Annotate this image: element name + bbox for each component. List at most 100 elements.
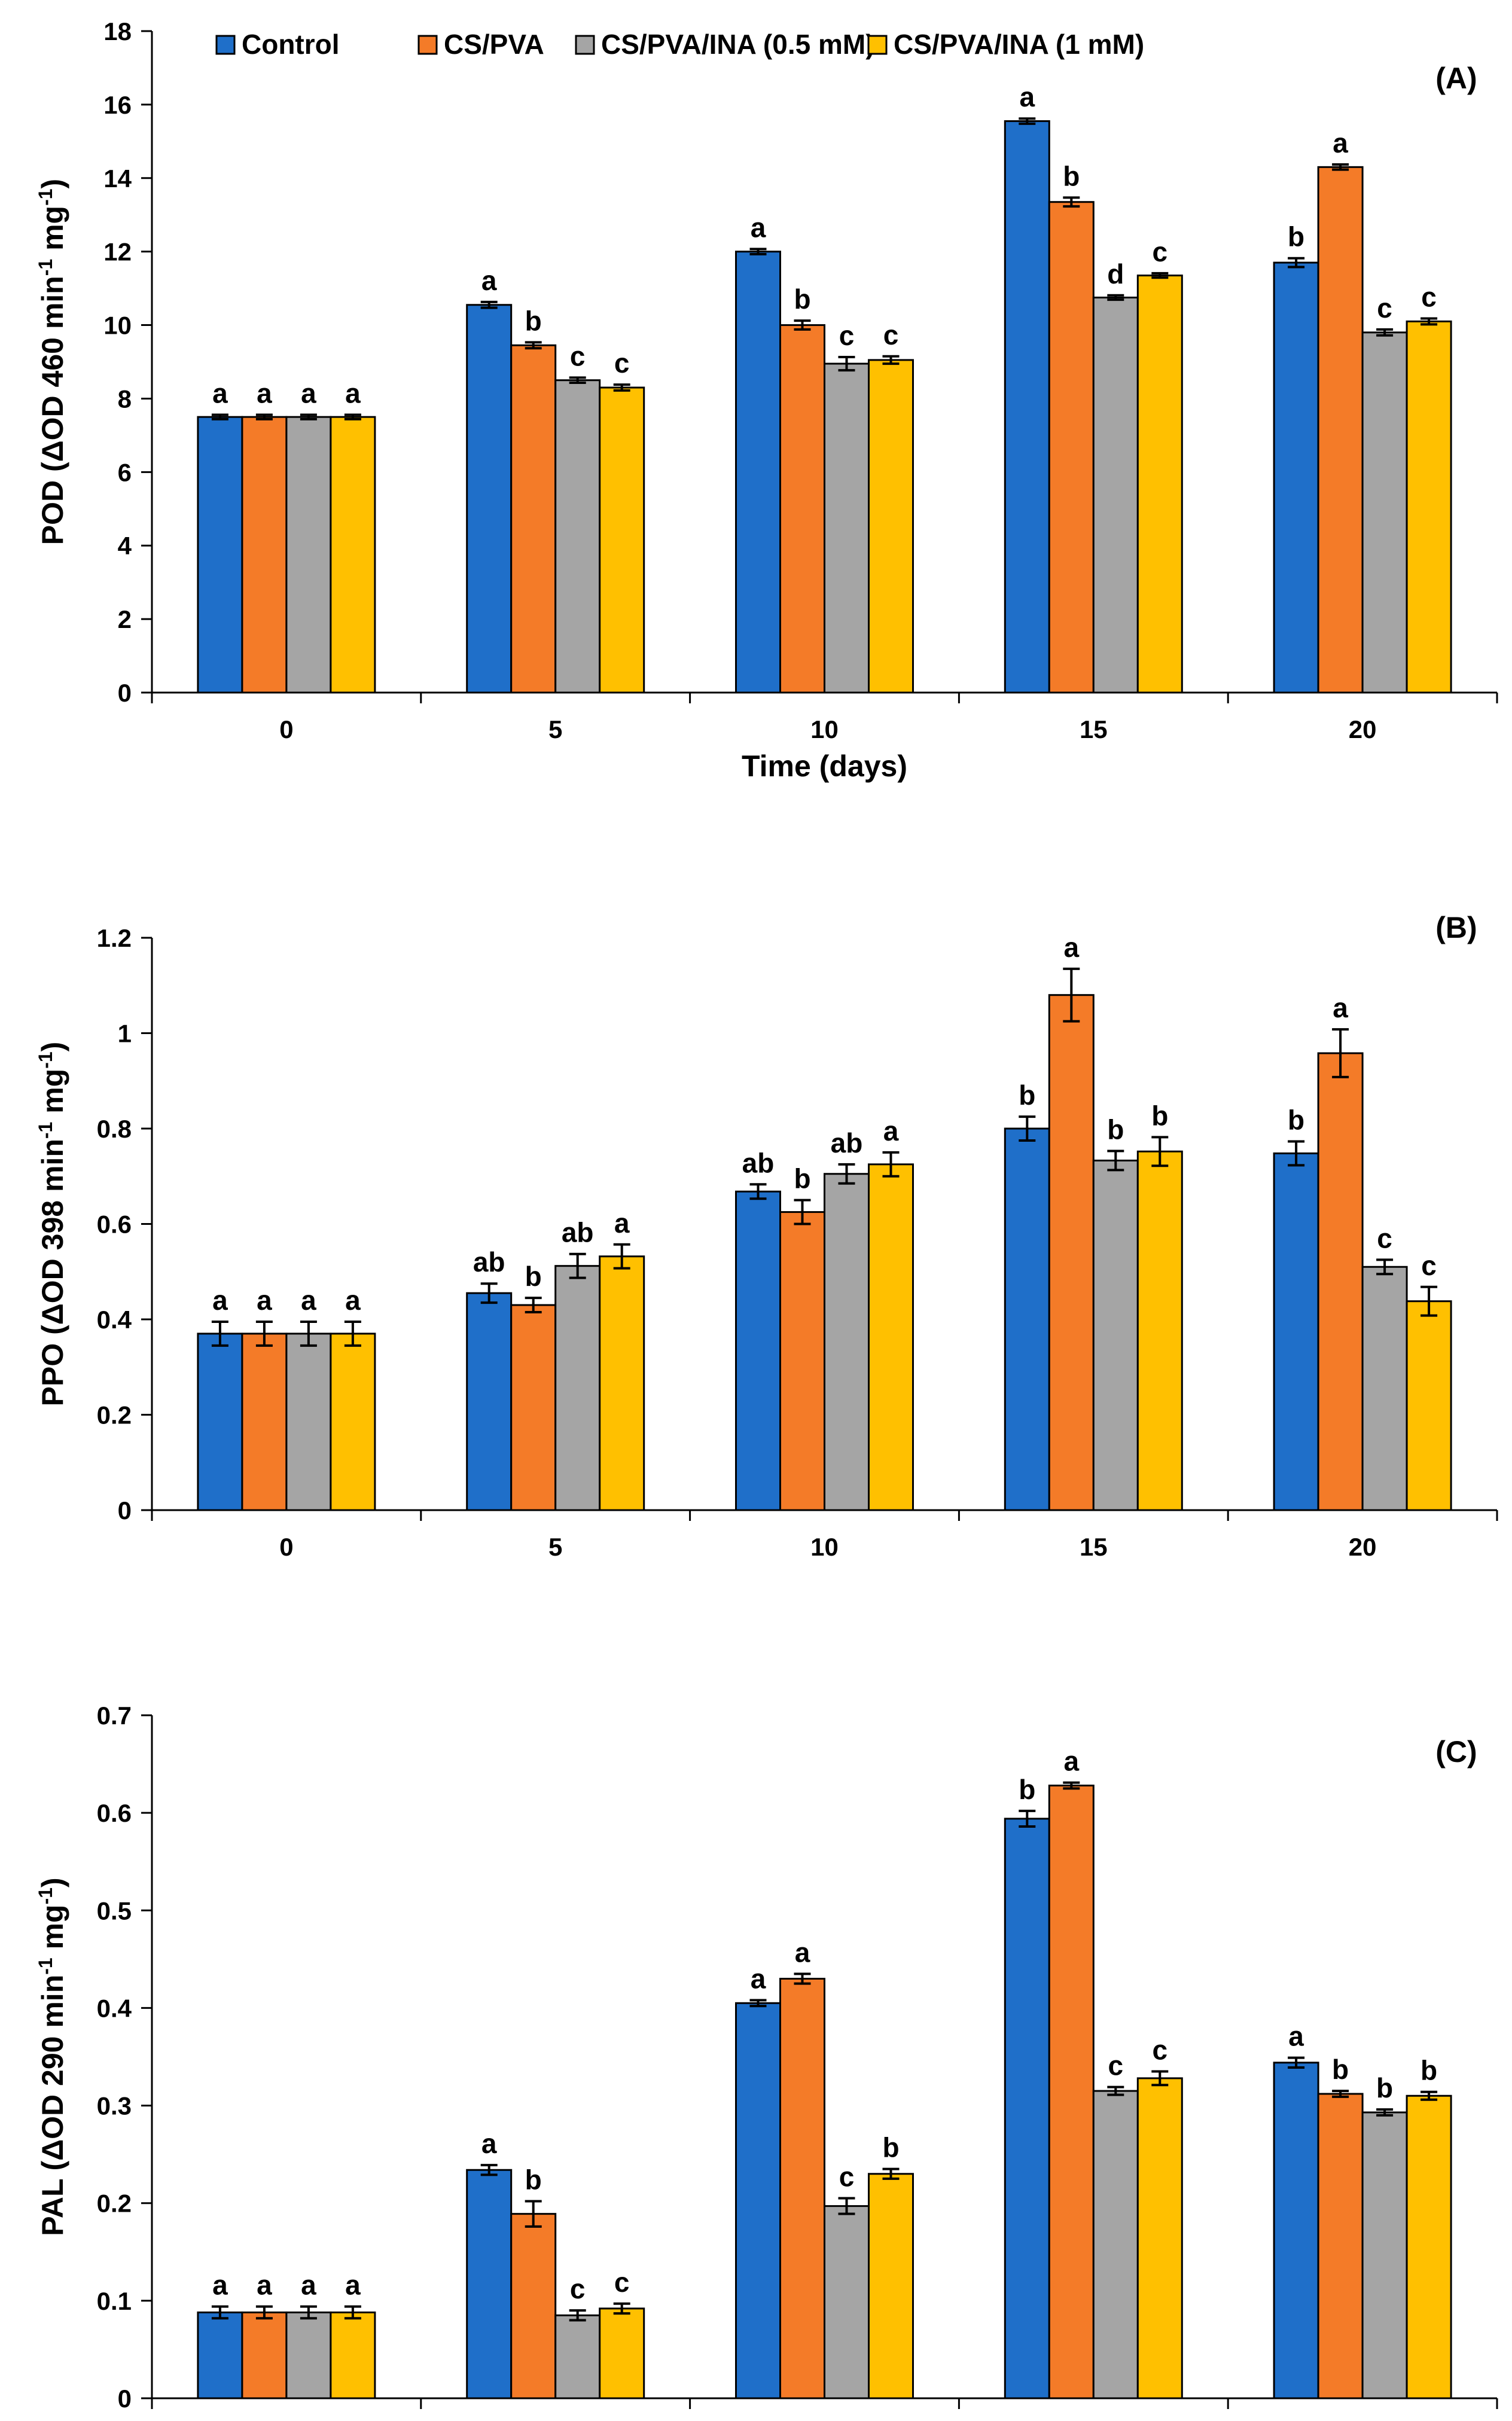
- bar: [554, 379, 601, 694]
- significance-letter: ab: [562, 1217, 594, 1248]
- bar: [1317, 2093, 1364, 2399]
- bar: [1361, 2111, 1408, 2399]
- bar: [824, 2205, 870, 2399]
- significance-letter: a: [481, 265, 497, 296]
- bar: [735, 1190, 781, 1511]
- y-tick-label: 2: [118, 605, 132, 633]
- significance-letter: c: [614, 2267, 630, 2298]
- x-tick-label: 5: [548, 715, 562, 743]
- x-tick-label: 20: [1349, 1533, 1377, 1561]
- legend-swatch: [215, 35, 236, 55]
- bar: [466, 304, 513, 694]
- bar: [554, 1265, 601, 1511]
- bar: [1004, 1127, 1050, 1511]
- x-tick-label: 0: [279, 715, 293, 743]
- bar: [779, 324, 825, 694]
- bar: [1092, 296, 1139, 694]
- bar: [330, 1333, 376, 1511]
- significance-letter: a: [212, 1285, 228, 1316]
- legend: Control CS/PVA CS/PVA/INA (0.5 mM) CS/PVA/I…: [215, 29, 1144, 60]
- x-tick-label: 10: [810, 1533, 839, 1561]
- chart-panel: 00.10.20.30.40.50.60.705101520PAL (ΔOD 2…: [35, 1702, 1498, 2413]
- bar: [197, 2311, 243, 2399]
- y-tick-label: 18: [103, 17, 132, 45]
- y-tick-label: 12: [103, 238, 132, 266]
- legend-label: CS/PVA: [444, 29, 544, 60]
- significance-letter: b: [525, 1261, 542, 1292]
- significance-letter: a: [751, 212, 766, 243]
- significance-letter: c: [839, 2161, 855, 2193]
- bar: [1004, 1818, 1050, 2399]
- y-tick-label: 0.6: [97, 1799, 132, 1827]
- significance-letter: b: [1019, 1080, 1035, 1111]
- bar: [779, 1977, 825, 2399]
- bar: [466, 1292, 513, 1511]
- y-axis-title: PPO (ΔOD 398 min-1 mg-1): [35, 1042, 69, 1407]
- bar: [735, 2002, 781, 2399]
- y-tick-label: 14: [103, 164, 132, 193]
- bar: [1273, 2062, 1319, 2399]
- significance-letter: a: [883, 1115, 899, 1147]
- significance-letter: c: [839, 320, 855, 351]
- bar: [1361, 1266, 1408, 1511]
- x-tick-label: 15: [1080, 1533, 1108, 1561]
- significance-letter: b: [1107, 1114, 1124, 1145]
- bar: [510, 2213, 557, 2399]
- bar: [868, 359, 914, 694]
- y-tick-label: 0.8: [97, 1115, 132, 1143]
- significance-letter: b: [525, 2164, 542, 2195]
- significance-letter: c: [1377, 292, 1392, 324]
- significance-letter: b: [1288, 1105, 1304, 1136]
- bar: [510, 344, 557, 694]
- bar: [1004, 120, 1050, 694]
- bar: [1317, 1052, 1364, 1511]
- y-tick-label: 0: [118, 2385, 132, 2413]
- significance-letter: c: [883, 319, 899, 350]
- bar: [1361, 331, 1408, 694]
- bar: [1273, 1152, 1319, 1511]
- significance-letter: a: [257, 377, 272, 408]
- bar: [599, 1255, 645, 1511]
- significance-letter: a: [345, 377, 361, 408]
- bar: [1136, 2077, 1183, 2399]
- x-axis-title: Time (days): [742, 749, 907, 783]
- y-tick-label: 16: [103, 91, 132, 119]
- bar: [1092, 2090, 1139, 2399]
- significance-letter: ab: [473, 1246, 505, 1277]
- significance-letter: b: [525, 305, 542, 336]
- y-tick-label: 0.5: [97, 1896, 132, 1925]
- significance-letter: b: [1019, 1774, 1035, 1805]
- legend-label: Control: [242, 29, 340, 60]
- bar: [466, 2169, 513, 2399]
- bar: [735, 251, 781, 694]
- y-axis-title: PAL (ΔOD 290 min-1 mg-1): [35, 1877, 69, 2236]
- y-tick-label: 0.2: [97, 1401, 132, 1429]
- significance-letter: a: [1288, 2021, 1304, 2052]
- bar: [824, 1173, 870, 1511]
- bar: [1136, 1150, 1183, 1511]
- y-tick-label: 8: [118, 385, 132, 413]
- significance-letter: a: [795, 1937, 810, 1968]
- y-tick-label: 1.2: [97, 924, 132, 952]
- y-tick-label: 0.6: [97, 1210, 132, 1239]
- bar: [1317, 166, 1364, 694]
- bar: [1136, 275, 1183, 694]
- bar: [1092, 1159, 1139, 1511]
- y-tick-label: 0: [118, 679, 132, 707]
- bar: [1048, 201, 1095, 694]
- significance-letter: a: [1333, 127, 1348, 158]
- significance-letter: a: [1020, 81, 1035, 112]
- chart-panel: 0 0.2 0.4 0.6 0.8 1 1.2 0 5 10 15 20 PPO (ΔOD 398 mi…: [35, 911, 1498, 1561]
- significance-letter: c: [614, 347, 630, 379]
- legend-label: CS/PVA/INA (0.5 mM): [601, 29, 875, 60]
- significance-letter: a: [1064, 1746, 1080, 1777]
- bar: [1048, 994, 1095, 1511]
- y-tick-label: 0.7: [97, 1702, 132, 1730]
- x-tick-label: 5: [548, 1533, 562, 1561]
- legend-swatch: [575, 35, 595, 55]
- significance-letter: a: [301, 2270, 316, 2301]
- y-tick-label: 0.4: [97, 1306, 132, 1334]
- chart-panel: 0 2 4 6 8 10 12 14 16 18 0 5 10 15 20 Time (days) POD (Δ…: [35, 17, 1498, 783]
- bar: [285, 416, 332, 694]
